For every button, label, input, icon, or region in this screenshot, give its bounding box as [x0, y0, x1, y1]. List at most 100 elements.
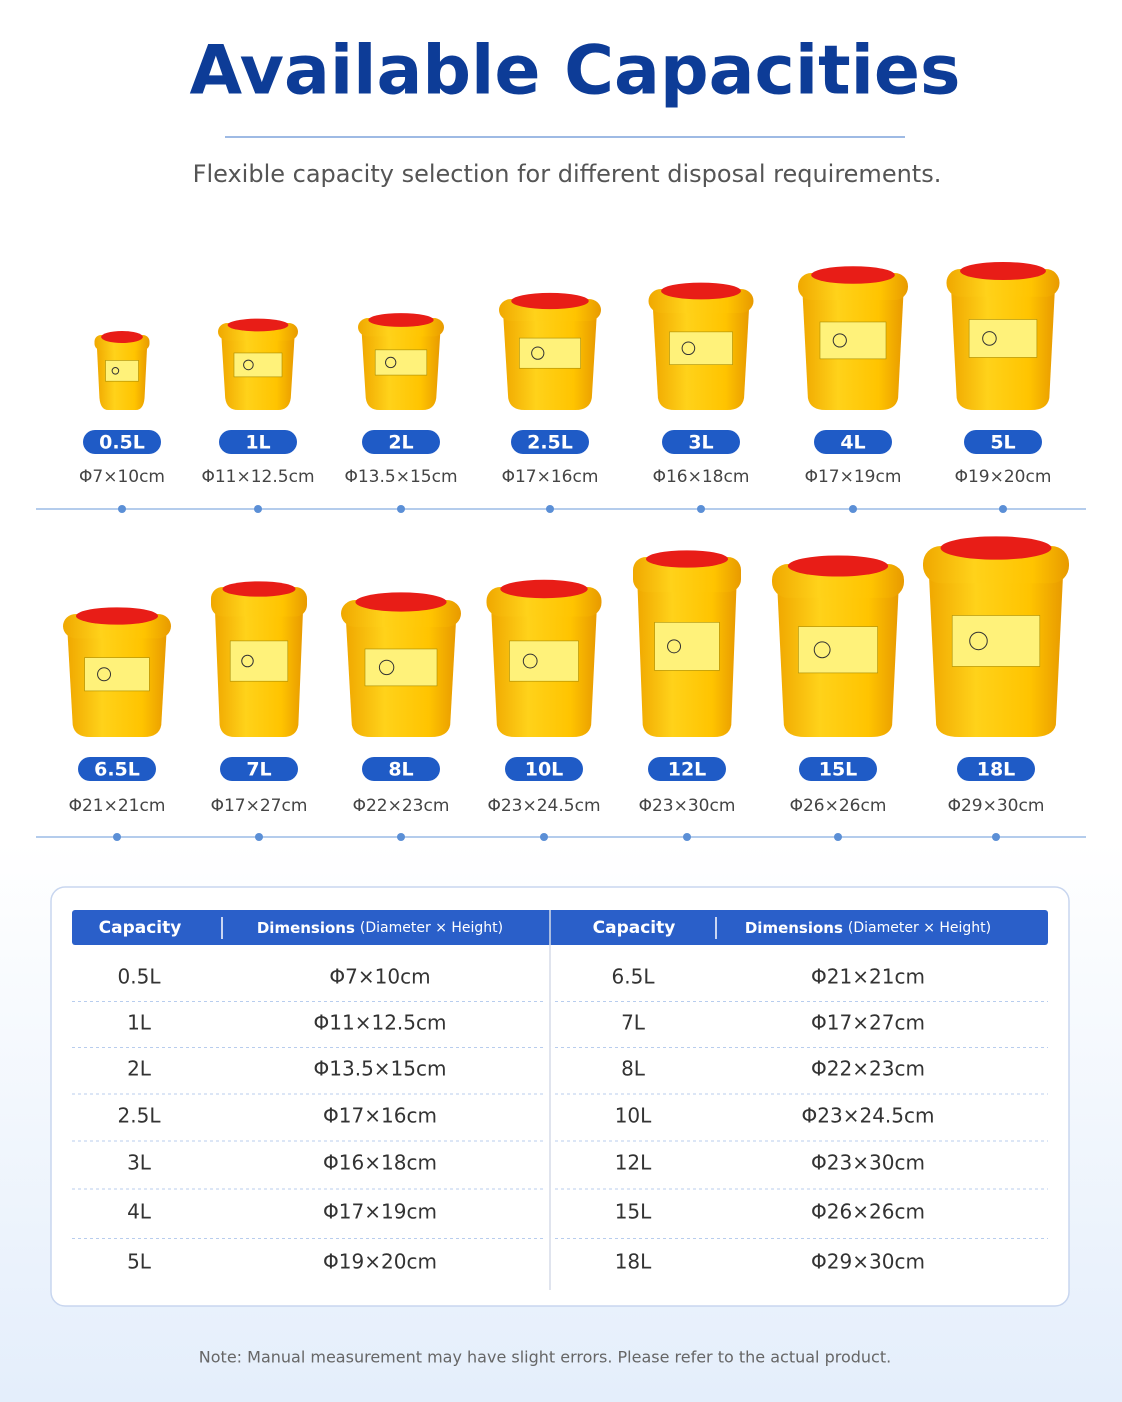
axis-dot [254, 505, 262, 513]
container-label [968, 319, 1038, 358]
table-capacity: 2L [127, 1057, 152, 1081]
container-icon [341, 592, 461, 737]
hazard-symbol [681, 341, 696, 356]
table-capacity: 18L [615, 1250, 652, 1274]
table-capacity: 15L [615, 1200, 652, 1224]
capacity-pill [662, 430, 740, 454]
table-card [50, 886, 1070, 1307]
header-label: Dimensions [745, 919, 843, 937]
capacity-pill [83, 430, 161, 454]
capacity-pill [814, 430, 892, 454]
container-icon [63, 607, 171, 737]
hazard-symbol [385, 356, 397, 369]
table-capacity: 4L [127, 1200, 152, 1224]
container-label [229, 640, 289, 682]
capacity-pill [362, 757, 440, 781]
table-dimensions: Φ13.5×15cm [314, 1057, 447, 1081]
hazard-symbol [97, 667, 112, 682]
container-lid [940, 536, 1052, 560]
capacity-label: 18L [977, 759, 1016, 781]
container-icon [486, 579, 602, 737]
container-label [519, 337, 581, 369]
capacity-pill [964, 430, 1042, 454]
axis-dot [118, 505, 126, 513]
capacity-label: 6.5L [94, 759, 140, 781]
table-dimensions: Φ29×30cm [811, 1250, 925, 1274]
table-dimensions: Φ23×24.5cm [802, 1104, 935, 1128]
capacity-label: 10L [525, 759, 564, 781]
dimension-label: Φ7×10cm [79, 467, 165, 487]
table-dimensions: Φ7×10cm [329, 965, 430, 989]
table-dimensions: Φ17×16cm [323, 1104, 437, 1128]
capacity-pill [220, 757, 298, 781]
container-lid [355, 592, 447, 612]
dimension-label: Φ13.5×15cm [344, 467, 457, 487]
header-label: Capacity [99, 918, 182, 938]
capacity-pill [648, 757, 726, 781]
container-icon [633, 550, 741, 737]
dimension-label: Φ11×12.5cm [201, 467, 314, 487]
container-label [654, 621, 720, 671]
capacity-label: 8L [388, 759, 413, 781]
dimension-label: Φ21×21cm [69, 796, 166, 816]
container-lid [661, 282, 741, 300]
table-capacity: 6.5L [612, 965, 656, 989]
container-lid [511, 292, 589, 310]
axis-dot [834, 833, 842, 841]
container-icon [218, 318, 298, 410]
hazard-symbol [969, 631, 988, 651]
container-rim [633, 557, 741, 593]
capacity-label: 2.5L [527, 432, 573, 454]
table-capacity: 2.5L [118, 1104, 162, 1128]
dimension-label: Φ26×26cm [790, 796, 887, 816]
capacity-pill [957, 757, 1035, 781]
capacity-label: 0.5L [99, 432, 145, 454]
dimension-label: Φ17×27cm [211, 796, 308, 816]
table-dimensions: Φ19×20cm [323, 1250, 437, 1274]
table-header: Capacity [99, 918, 182, 938]
capacity-label: 7L [246, 759, 271, 781]
container-icon [923, 536, 1069, 737]
axis-dot [683, 833, 691, 841]
table-dimensions: Φ17×19cm [323, 1200, 437, 1224]
container-label [233, 352, 283, 378]
hazard-symbol [111, 367, 120, 375]
table-capacity: 0.5L [118, 965, 162, 989]
axis-dot [992, 833, 1000, 841]
header-note: (Diameter × Height) [848, 920, 991, 936]
container-lid [75, 607, 159, 625]
axis-dot [849, 505, 857, 513]
dimension-label: Φ23×30cm [639, 796, 736, 816]
axis-dot [113, 833, 121, 841]
container-lid [368, 313, 434, 327]
axis-dot [697, 505, 705, 513]
container-label [84, 657, 150, 692]
header-note: (Diameter × Height) [360, 920, 503, 936]
axis-dot [397, 833, 405, 841]
axis-dot [540, 833, 548, 841]
container-icon [358, 313, 444, 410]
container-label [798, 626, 878, 674]
header-label: Dimensions [257, 919, 355, 937]
hazard-symbol [241, 654, 254, 668]
container-lid [500, 579, 588, 599]
table-dimensions: Φ11×12.5cm [314, 1011, 447, 1035]
container-icon [499, 292, 601, 410]
hazard-symbol [243, 359, 254, 371]
container-lid [645, 550, 729, 568]
container-label [364, 648, 438, 687]
dimension-label: Φ29×30cm [948, 796, 1045, 816]
table-header: Capacity [593, 918, 676, 938]
capacity-label: 1L [245, 432, 270, 454]
table-capacity: 3L [127, 1151, 152, 1175]
capacity-label: 5L [990, 432, 1015, 454]
container-lid [811, 266, 895, 284]
container-lid [101, 331, 143, 343]
table-dimensions: Φ21×21cm [811, 965, 925, 989]
hazard-symbol [378, 659, 395, 676]
hazard-symbol [813, 641, 831, 659]
table-header-bar [72, 910, 1048, 945]
subtitle: Flexible capacity selection for differen… [193, 160, 942, 188]
table-dimensions: Φ23×30cm [811, 1151, 925, 1175]
